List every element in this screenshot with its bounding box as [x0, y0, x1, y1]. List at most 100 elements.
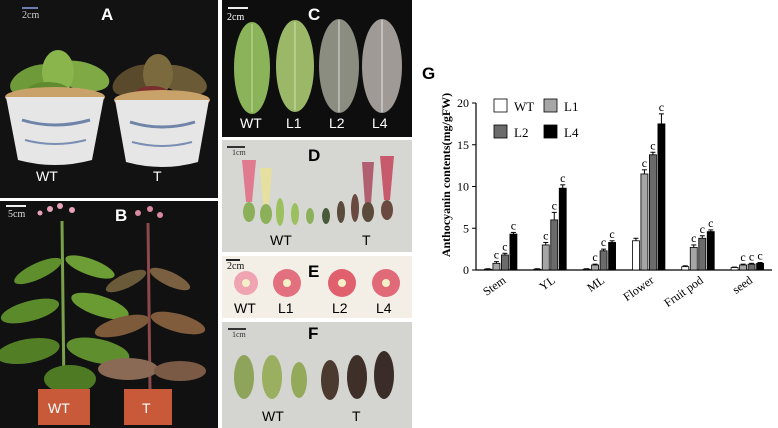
leaves [234, 19, 402, 114]
panel-label-g: G [422, 64, 436, 83]
scale-label: 1cm [232, 330, 246, 339]
panel-label-c: C [308, 5, 321, 24]
panel-a-photo: 2cm A WT T [0, 0, 218, 198]
scale-bar [227, 146, 245, 148]
significance-label: c [560, 171, 565, 185]
significance-label: c [601, 235, 606, 249]
label-wt: WT [48, 400, 70, 416]
significance-label: c [511, 218, 516, 232]
bar [756, 262, 764, 271]
legend-label: L2 [514, 125, 528, 140]
significance-label: c [708, 216, 713, 230]
x-tick-label: ML [584, 273, 607, 295]
significance-label: c [592, 250, 597, 264]
scale-bar [228, 7, 248, 9]
bar [698, 237, 707, 271]
label-wt: WT [270, 232, 292, 248]
scale-label: 1cm [232, 148, 246, 157]
scale-bar [226, 259, 240, 261]
panel-label-b: B [115, 206, 128, 225]
legend-label: L4 [564, 125, 579, 140]
significance-label: c [642, 156, 647, 170]
significance-label: c [552, 198, 557, 212]
panel-d-photo: 1cm D WT T [222, 140, 412, 252]
significance-label: c [691, 231, 696, 245]
y-tick-label: 15 [457, 138, 469, 152]
flower-stages [242, 156, 394, 226]
label-t: T [352, 408, 361, 424]
panel-e-photo: 2cm E WT L1 L2 L4 [222, 256, 412, 318]
flower-label-2: L1 [278, 300, 294, 316]
bar [550, 219, 559, 271]
bar [657, 123, 666, 271]
flower-label-3: L2 [332, 300, 348, 316]
bar [689, 247, 698, 271]
scale-label: 5cm [8, 209, 26, 220]
x-tick-label: Fruit pod [661, 273, 705, 310]
label-t: T [362, 232, 371, 248]
significance-label: c [757, 248, 762, 262]
label-wt: WT [262, 408, 284, 424]
bar [501, 254, 509, 271]
scale-bar [6, 205, 26, 207]
potted-plants [5, 50, 210, 167]
x-tick-label: Stem [480, 273, 509, 299]
legend-swatch [493, 98, 508, 113]
bar [632, 240, 640, 271]
flower-faces [234, 269, 400, 297]
legend-label: WT [514, 99, 534, 114]
bar [541, 244, 550, 271]
bar [706, 231, 715, 271]
leaf-label-4: L4 [372, 115, 388, 131]
bar [509, 233, 518, 271]
significance-label: c [502, 239, 507, 253]
panel-g-chart: G Anthocyanin contents(mg/gFW) 0 5 10 15 20 … [418, 0, 778, 428]
bar [484, 268, 492, 271]
legend-label: L1 [564, 99, 578, 114]
panel-label-a: A [101, 5, 114, 24]
label-wt: WT [36, 168, 58, 184]
scale-bar [228, 328, 246, 330]
scale-label: 2cm [227, 12, 245, 23]
significance-label: c [650, 138, 655, 152]
legend-swatch [493, 124, 508, 139]
significance-label: c [700, 222, 705, 236]
significance-label: c [543, 228, 548, 242]
bar [582, 268, 591, 271]
bar [640, 173, 649, 271]
bar [730, 267, 739, 271]
scale-bar [22, 7, 38, 9]
bar [599, 250, 608, 271]
bar [558, 187, 567, 271]
y-tick-label: 20 [457, 96, 469, 110]
y-tick-label: 5 [463, 221, 469, 235]
panel-label-f: F [308, 324, 319, 343]
x-tick-label: Flower [621, 273, 657, 304]
fruit-pods [234, 351, 394, 400]
flower-label-4: L4 [376, 300, 392, 316]
legend-swatch [543, 124, 558, 139]
mature-plants [0, 203, 206, 425]
leaf-label-3: L2 [329, 115, 345, 131]
panel-label-d: D [308, 146, 321, 165]
significance-label: c [740, 250, 745, 264]
x-tick-label: seed [730, 273, 756, 297]
bar [649, 154, 657, 271]
significance-label: c [609, 227, 614, 241]
bar [492, 262, 501, 271]
legend-swatch [543, 98, 558, 113]
bar [747, 263, 756, 271]
leaf-label-1: WT [240, 115, 262, 131]
label-t: T [142, 400, 151, 416]
y-tick-label: 10 [457, 180, 469, 194]
bar [739, 264, 747, 271]
scale-label: 2cm [227, 261, 245, 272]
significance-label: c [659, 100, 664, 114]
significance-label: c [749, 249, 754, 263]
panel-c-photo: 2cm C WT L1 L2 L4 [222, 0, 412, 137]
significance-label: c [494, 248, 499, 262]
bar [591, 264, 599, 271]
x-tick-label: YL [537, 273, 558, 294]
panel-f-photo: 1cm F WT T [222, 322, 412, 428]
